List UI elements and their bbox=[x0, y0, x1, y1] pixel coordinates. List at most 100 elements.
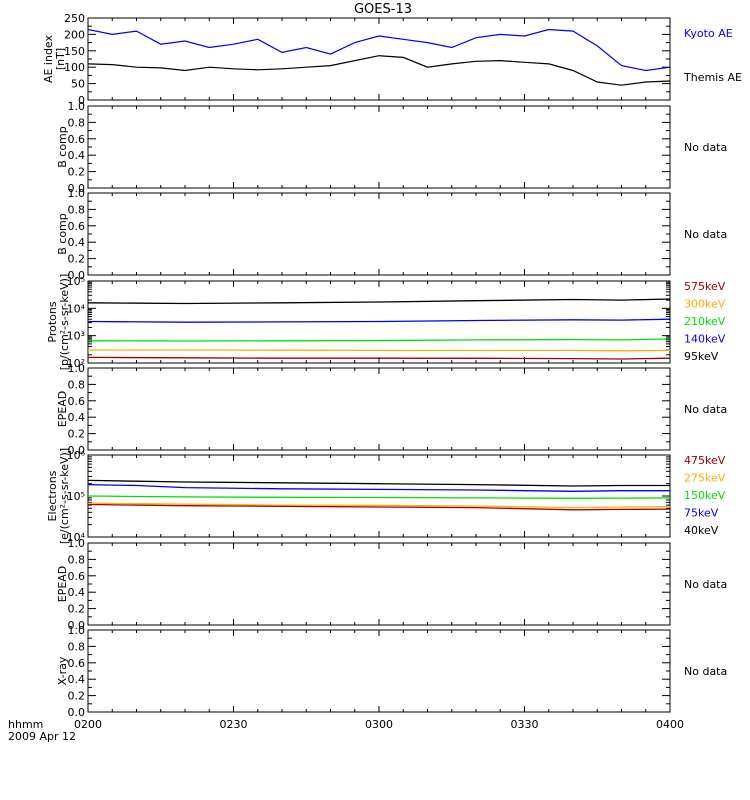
y-axis-label: EPEAD bbox=[56, 391, 69, 428]
y-tick-label: 10² bbox=[67, 357, 85, 370]
y-tick-label: 0.4 bbox=[68, 673, 86, 686]
y-tick-label: 1.0 bbox=[68, 624, 86, 637]
y-tick-label: 10⁴ bbox=[67, 302, 86, 315]
x-tick-label: 0400 bbox=[656, 718, 684, 731]
y-tick-label: 0 bbox=[78, 94, 85, 107]
series-line-95keV bbox=[87, 298, 671, 305]
panel-6: 10⁴ 10⁵ 10⁶ Electrons [e/(cm²-s-sr-keV)] 475k… bbox=[46, 448, 726, 544]
y-tick-label: 0.4 bbox=[68, 411, 86, 424]
legend-label: 210keV bbox=[684, 315, 726, 328]
y-tick-label: 0.8 bbox=[68, 640, 86, 653]
y-tick-label: 0.2 bbox=[68, 690, 86, 703]
legend-label: 300keV bbox=[684, 298, 726, 311]
panel-frame bbox=[87, 192, 671, 276]
panel-5: 0.0 0.2 0.4 0.6 0.8 1.0 EPEAD No data bbox=[56, 362, 727, 457]
no-data-label: No data bbox=[684, 665, 727, 678]
y-tick-label: 0.6 bbox=[68, 657, 86, 670]
y-tick-label: 0.2 bbox=[68, 253, 86, 266]
y-tick-label: 0.8 bbox=[68, 378, 86, 391]
y-tick-label: 0.6 bbox=[68, 220, 86, 233]
y-tick-label: 0.8 bbox=[68, 553, 86, 566]
y-tick-label: 1.0 bbox=[68, 100, 86, 113]
y-tick-label: 50 bbox=[71, 78, 85, 91]
y-tick-label: 100 bbox=[64, 61, 85, 74]
legend-label: 95keV bbox=[684, 350, 719, 363]
panel-7: 0.0 0.2 0.4 0.6 0.8 1.0 EPEAD No data bbox=[56, 537, 727, 632]
y-tick-label: 10⁵ bbox=[67, 275, 85, 288]
series-line-140keV bbox=[87, 318, 671, 323]
y-tick-label: 0.8 bbox=[68, 116, 86, 129]
y-axis-label: X-ray bbox=[56, 656, 69, 685]
y-tick-label: 1.0 bbox=[68, 187, 86, 200]
y-tick-label: 1.0 bbox=[68, 362, 86, 375]
panel-frame bbox=[87, 629, 671, 713]
no-data-label: No data bbox=[684, 141, 727, 154]
y-axis-label: AE index bbox=[42, 34, 55, 83]
panel-3: 0.0 0.2 0.4 0.6 0.8 1.0 B comp No data bbox=[56, 187, 727, 282]
panel-1: 0 50 100 150 200 250 AE index [nT] Kyoto AE Themi… bbox=[42, 12, 742, 107]
no-data-label: No data bbox=[684, 228, 727, 241]
y-tick-label: 0.0 bbox=[68, 619, 86, 632]
series-line-Themis AE bbox=[87, 55, 671, 86]
panel-8: 0.0 0.2 0.4 0.6 0.8 1.0 X-ray No data bbox=[56, 624, 727, 719]
panel-frame bbox=[87, 454, 671, 538]
time-axis-date: 2009 Apr 12 bbox=[8, 730, 76, 743]
y-tick-label: 10⁵ bbox=[67, 490, 85, 503]
series-line-150keV bbox=[87, 495, 671, 499]
panel-frame bbox=[87, 17, 671, 101]
y-axis-label: B comp bbox=[56, 126, 69, 168]
series-line-210keV bbox=[87, 338, 671, 342]
y-axis-label: [p/(cm²-s-sr-keV)] bbox=[58, 274, 71, 371]
x-tick-label: 0330 bbox=[511, 718, 539, 731]
y-tick-label: 1.0 bbox=[68, 537, 86, 550]
series-line-475keV bbox=[87, 503, 671, 511]
y-tick-label: 150 bbox=[64, 45, 85, 58]
y-tick-label: 0.4 bbox=[68, 149, 86, 162]
legend-label: 150keV bbox=[684, 489, 726, 502]
y-tick-label: 0.4 bbox=[68, 236, 86, 249]
x-tick-label: 0200 bbox=[74, 718, 102, 731]
x-tick-label: 0230 bbox=[220, 718, 248, 731]
panel-4: 10² 10³ 10⁴ 10⁵ Protons [p/(cm²-s-sr-keV)] 575… bbox=[46, 274, 726, 371]
y-tick-label: 0.0 bbox=[68, 706, 86, 719]
series-line-Kyoto AE bbox=[87, 28, 671, 72]
no-data-label: No data bbox=[684, 403, 727, 416]
time-axis: hhmm 2009 Apr 12 0200 0230 0300 0330 0400 bbox=[8, 718, 684, 743]
y-tick-label: 0.2 bbox=[68, 428, 86, 441]
y-tick-label: 0.4 bbox=[68, 586, 86, 599]
legend-label: Themis AE bbox=[683, 71, 742, 84]
panel-2: 0.0 0.2 0.4 0.6 0.8 1.0 B comp No data bbox=[56, 100, 727, 195]
x-tick-label: 0300 bbox=[365, 718, 393, 731]
panel-frame bbox=[87, 105, 671, 189]
y-tick-label: 0.6 bbox=[68, 570, 86, 583]
y-tick-label: 0.8 bbox=[68, 203, 86, 216]
time-axis-label: hhmm bbox=[8, 718, 43, 731]
legend-label: 75keV bbox=[684, 507, 719, 520]
legend-label: 40keV bbox=[684, 524, 719, 537]
y-tick-label: 0.0 bbox=[68, 444, 86, 457]
y-tick-label: 10⁴ bbox=[67, 531, 86, 544]
y-tick-label: 0.2 bbox=[68, 603, 86, 616]
legend-label: 275keV bbox=[684, 472, 726, 485]
y-axis-label: B comp bbox=[56, 213, 69, 255]
legend-label: Kyoto AE bbox=[684, 27, 733, 40]
panels: 0 50 100 150 200 250 AE index [nT] Kyoto AE Themi… bbox=[42, 12, 742, 719]
y-tick-label: 0.0 bbox=[68, 182, 86, 195]
y-tick-label: 0.2 bbox=[68, 166, 86, 179]
panel-frame bbox=[87, 542, 671, 626]
y-axis-label: EPEAD bbox=[56, 566, 69, 603]
y-tick-label: 250 bbox=[64, 12, 85, 25]
y-tick-label: 0.6 bbox=[68, 395, 86, 408]
no-data-label: No data bbox=[684, 578, 727, 591]
legend-label: 475keV bbox=[684, 454, 726, 467]
series-line-300keV bbox=[88, 349, 671, 352]
legend-label: 575keV bbox=[684, 280, 726, 293]
y-tick-label: 200 bbox=[64, 28, 85, 41]
y-axis-label: [nT] bbox=[54, 48, 67, 70]
legend-label: 140keV bbox=[684, 333, 726, 346]
series-line-40keV bbox=[87, 479, 670, 487]
y-tick-label: 0.0 bbox=[68, 269, 86, 282]
panel-frame bbox=[87, 367, 671, 451]
y-tick-label: 10³ bbox=[67, 330, 85, 343]
